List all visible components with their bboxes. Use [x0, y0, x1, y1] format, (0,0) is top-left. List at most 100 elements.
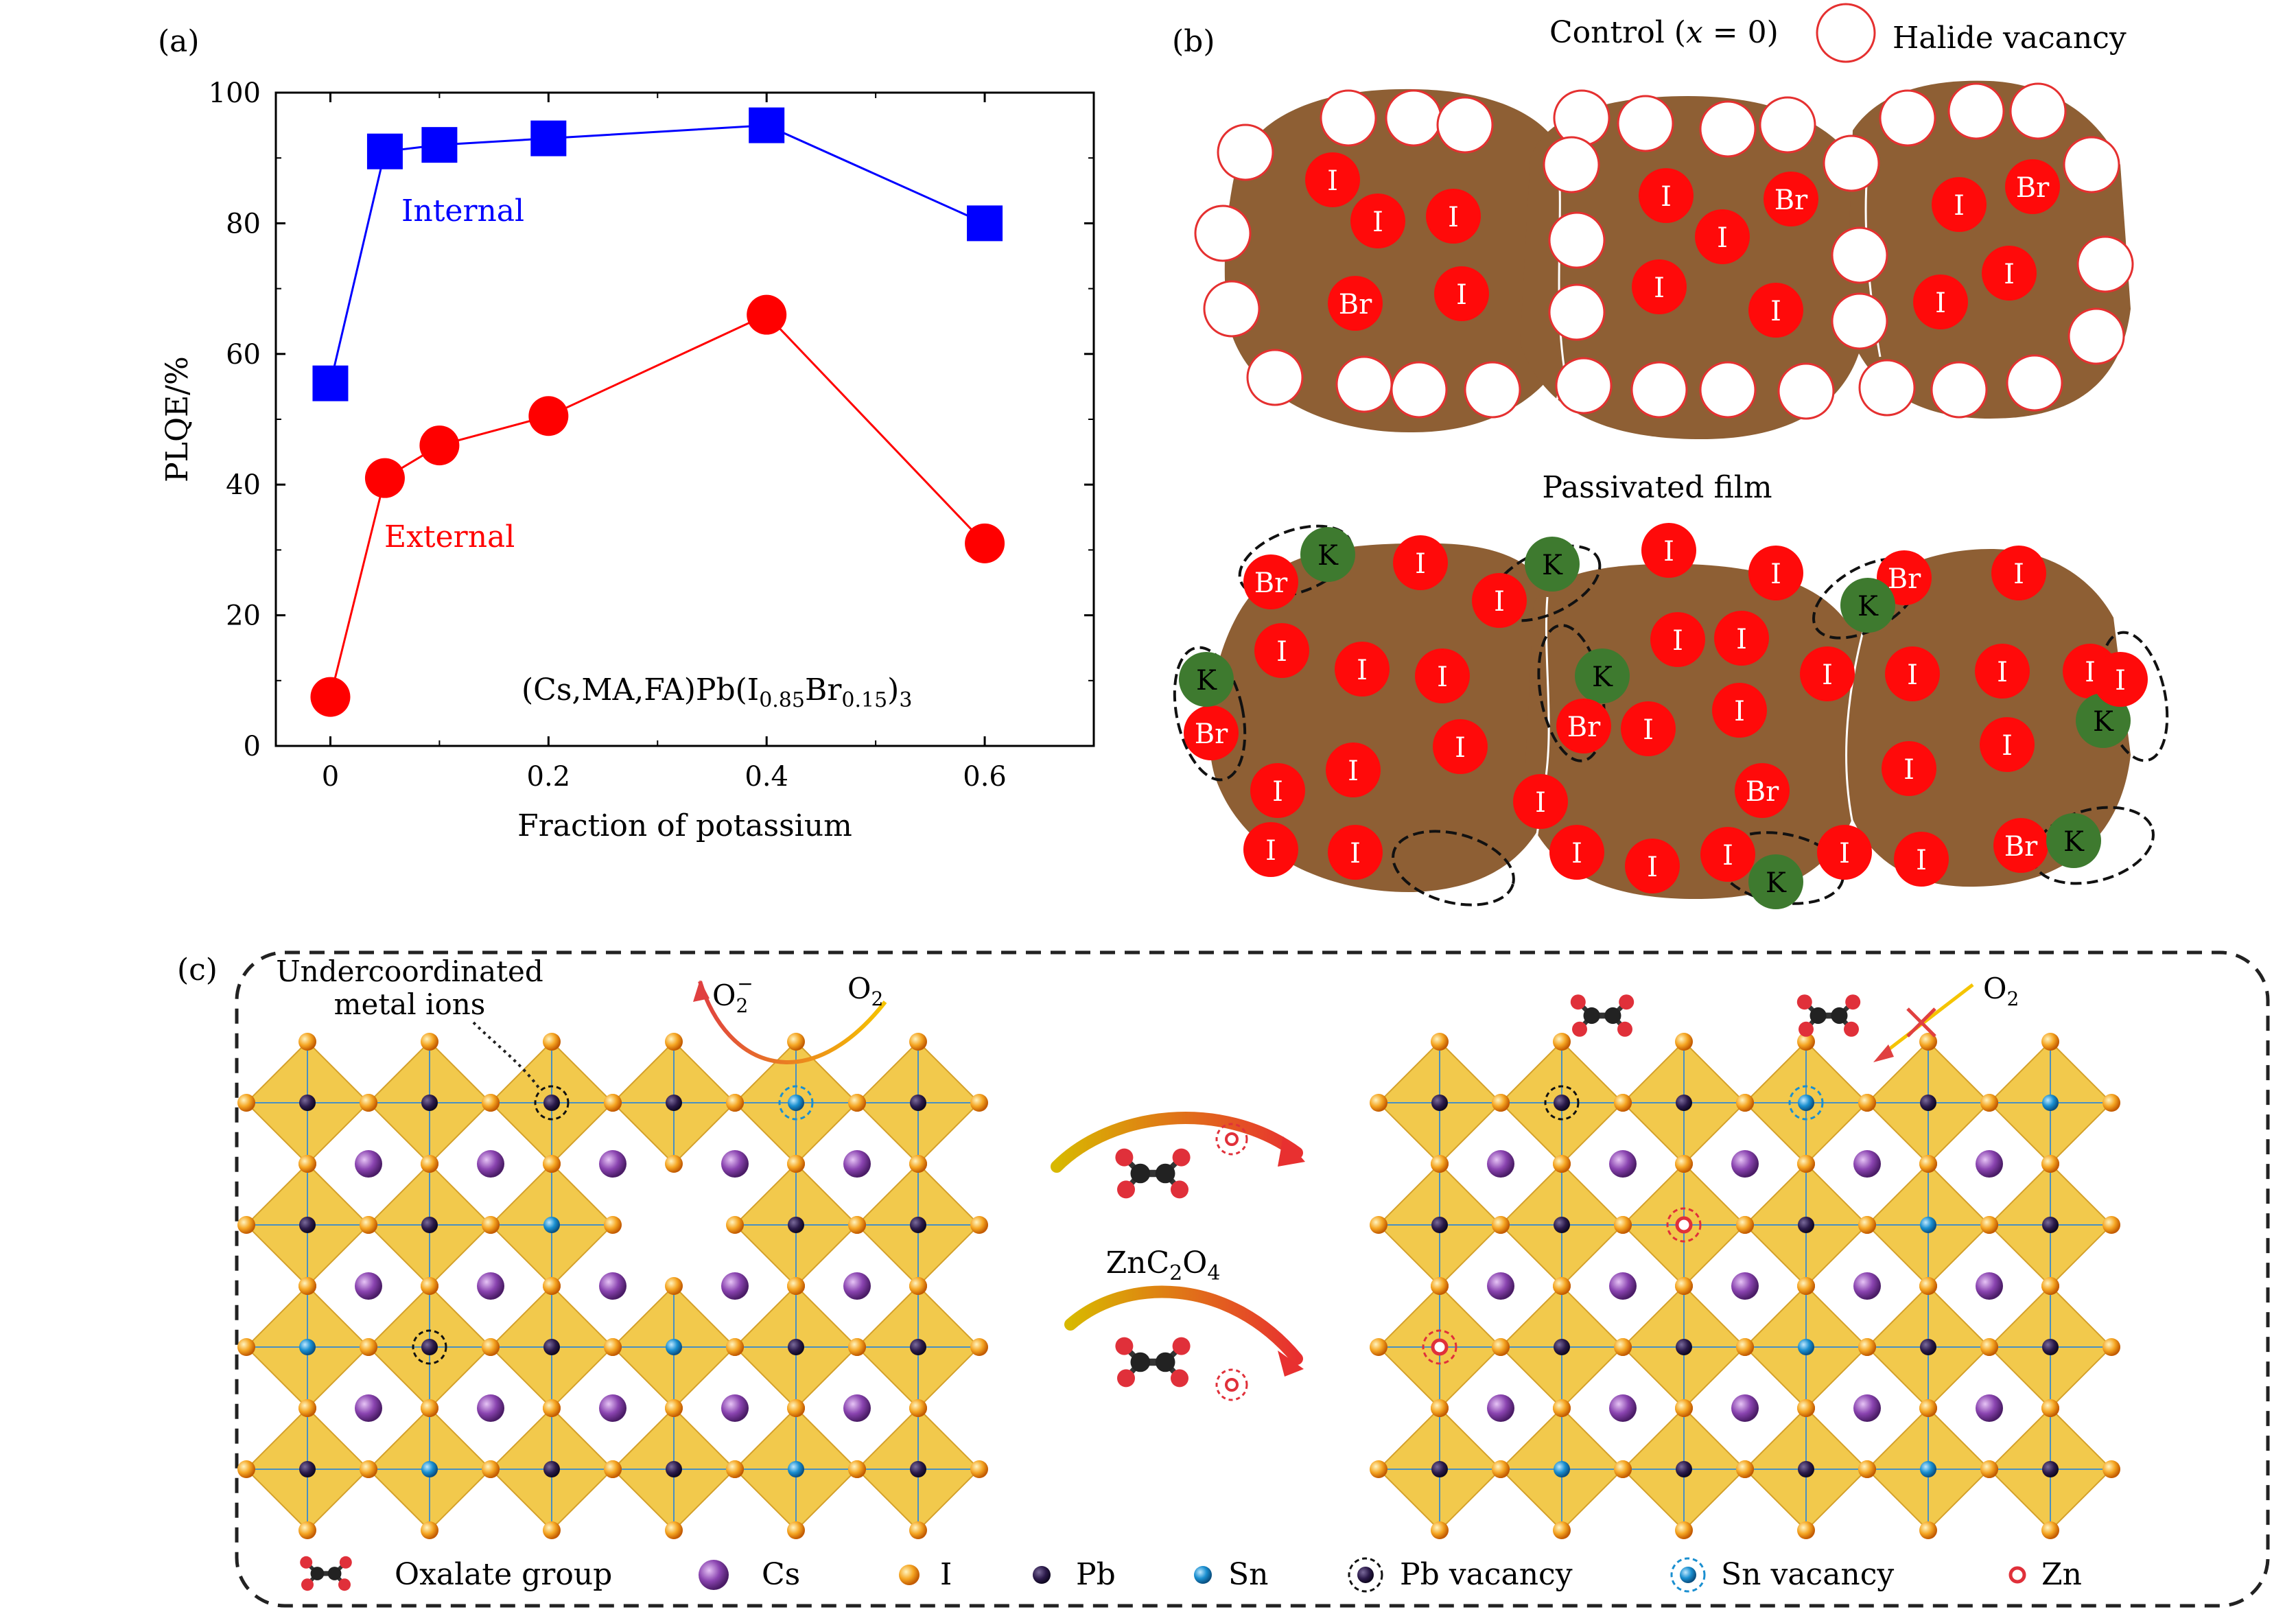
legend-pb-vacancy: Pb vacancy	[1400, 1557, 1573, 1592]
iodide-atom	[1553, 1399, 1571, 1417]
carbon-atom	[1604, 1007, 1621, 1025]
iodide-atom	[1797, 1033, 1815, 1051]
iodide-atom	[1858, 1094, 1876, 1112]
cs-atom	[1487, 1272, 1514, 1300]
legend-sn: Sn	[1228, 1557, 1268, 1592]
composition-sub2: 0.15	[841, 688, 887, 712]
data-point-external	[310, 677, 351, 717]
data-point-internal	[530, 120, 567, 156]
ion-label: I	[1348, 756, 1359, 787]
halide-vacancy	[1464, 361, 1521, 419]
iodide-atom	[1431, 1277, 1449, 1295]
ion-label: I	[1770, 559, 1781, 590]
iodide-atom	[2041, 1155, 2059, 1173]
pb-atom	[421, 1217, 438, 1233]
cs-atom	[721, 1150, 749, 1178]
oxygen-atom	[1617, 1021, 1632, 1037]
pb-atom	[299, 1095, 316, 1111]
sn-atom	[543, 1217, 560, 1233]
carbon-atom	[310, 1567, 325, 1580]
oxygen-atom	[1796, 994, 1812, 1010]
ion-label: K	[1766, 867, 1787, 899]
iodide-atom	[421, 1521, 438, 1539]
ion-label: I	[1456, 279, 1467, 311]
sn-vacancy	[1788, 1085, 1824, 1121]
lattice-after	[1370, 1033, 2120, 1539]
cs-atom	[599, 1272, 626, 1300]
arrowhead-top	[1278, 1136, 1305, 1167]
ion-label: I	[1327, 165, 1338, 197]
ion-label: Br	[1195, 718, 1228, 750]
halide-ion	[1932, 177, 1987, 232]
ion-label: I	[1770, 296, 1781, 327]
legend-cs: Cs	[762, 1557, 800, 1592]
halide-vacancy	[1879, 89, 1936, 147]
pb-atom	[1554, 1217, 1570, 1233]
oxygen-right-label: O2	[1983, 972, 2019, 1010]
potassium-ion	[1300, 527, 1355, 582]
halide-vacancy	[1553, 89, 1610, 147]
series-line-internal	[329, 124, 985, 384]
halide-ion	[1975, 644, 2030, 699]
iodide-atom	[237, 1094, 255, 1112]
ion-label: I	[2004, 259, 2015, 290]
oxalate-molecule	[1570, 994, 1635, 1037]
pb-atom	[788, 1217, 804, 1233]
iodide-atom	[298, 1399, 316, 1417]
pb-atom	[1431, 1461, 1448, 1477]
pb-atom	[299, 1461, 316, 1477]
zn-site-ring	[1666, 1207, 1702, 1243]
iodide-atom	[604, 1460, 622, 1478]
legend-zn: Zn	[2041, 1557, 2082, 1592]
oxygen-atom	[1844, 1021, 1859, 1037]
halide-ion	[1748, 283, 1803, 338]
halide-ion	[1639, 168, 1694, 223]
iodide-atom	[1919, 1033, 1937, 1051]
pb-atom	[543, 1339, 560, 1355]
iodide-atom	[2102, 1460, 2120, 1478]
zn-ring	[1215, 1123, 1248, 1156]
iodide-atom	[1492, 1460, 1510, 1478]
halide-ion	[1913, 274, 1968, 329]
cs-atom	[1609, 1150, 1637, 1178]
ion-label: Br	[1888, 563, 1921, 595]
iodide-atom	[2041, 1277, 2059, 1295]
pb-atom	[2042, 1217, 2059, 1233]
legend-sn-vacancy: Sn vacancy	[1721, 1557, 1894, 1592]
iodide-atom	[298, 1277, 316, 1295]
iodide-atom	[1797, 1399, 1815, 1417]
iodide-atom	[848, 1460, 866, 1478]
iodide-atom	[421, 1277, 438, 1295]
halide-vacancy	[1699, 100, 1757, 158]
ion-label: I	[1654, 272, 1665, 304]
halide-vacancy	[1858, 359, 1916, 417]
ion-label: K	[1858, 591, 1879, 622]
ion-label: Br	[1254, 568, 1288, 599]
halide-vacancy	[1823, 134, 1880, 192]
iodide-atom	[970, 1216, 988, 1234]
oxygen-atom	[339, 1556, 352, 1569]
halide-vacancy	[1617, 95, 1674, 152]
cs-atom	[843, 1150, 871, 1178]
halide-ion	[1882, 741, 1936, 796]
iodide-atom	[1492, 1216, 1510, 1234]
iodide-atom	[787, 1277, 805, 1295]
reaction-arrow-bottom	[1064, 1285, 1303, 1365]
composition-sub1: 0.85	[759, 688, 805, 712]
halide-vacancy	[1947, 82, 2005, 140]
halide-ion	[1328, 276, 1383, 331]
zn-atom	[1675, 1216, 1693, 1234]
ion-label: I	[1571, 838, 1582, 869]
ion-label: I	[1916, 845, 1927, 876]
chart-series	[310, 107, 1005, 717]
zn-atom	[1225, 1132, 1239, 1146]
cs-atom	[1487, 1394, 1514, 1422]
halide-ion	[1650, 612, 1705, 667]
control-var: x	[1686, 15, 1703, 50]
ion-label: I	[2002, 730, 2013, 762]
halide-ion	[1800, 646, 1855, 701]
o2-reduction-arrow	[698, 981, 887, 1064]
iodide-atom	[1553, 1521, 1571, 1539]
sn-atom	[2042, 1095, 2059, 1111]
